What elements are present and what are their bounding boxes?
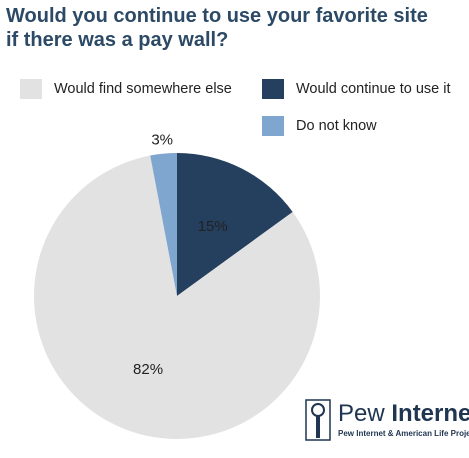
logo-name-regular: Pew	[338, 400, 391, 427]
logo-subtitle: Pew Internet & American Life Project	[338, 429, 469, 438]
pie-data-label: 82%	[133, 361, 163, 378]
logo-wordmark: Pew Internet	[338, 400, 469, 428]
logo-name-bold: Internet	[391, 400, 469, 427]
pew-internet-logo: Pew Internet Pew Internet & American Lif…	[304, 398, 464, 448]
pie-data-label: 3%	[151, 131, 173, 148]
pew-logo-icon	[304, 398, 332, 444]
pie-data-label: 15%	[198, 218, 228, 235]
